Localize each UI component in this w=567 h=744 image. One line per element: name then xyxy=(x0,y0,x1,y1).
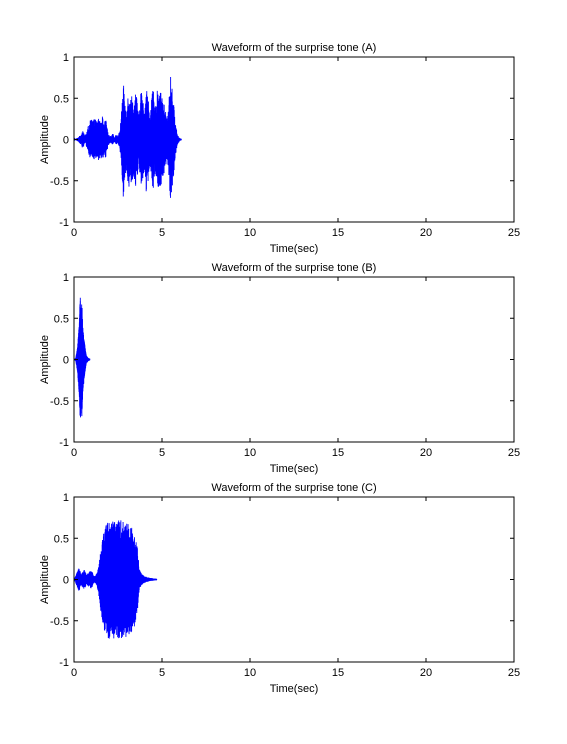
y-tick-label: -1 xyxy=(59,437,69,449)
y-tick-label: -0.5 xyxy=(50,616,69,628)
y-tick-label: 0.5 xyxy=(54,313,69,325)
y-tick-label: 0 xyxy=(63,135,69,147)
subplot-title: Waveform of the surprise tone (A) xyxy=(212,42,377,54)
x-tick-label: 5 xyxy=(159,227,165,239)
waveform-line xyxy=(73,520,158,639)
subplot-a: Waveform of the surprise tone (A) Amplit… xyxy=(39,42,520,255)
y-tick-label: -0.5 xyxy=(50,176,69,188)
subplot-b: Waveform of the surprise tone (B) Amplit… xyxy=(39,262,520,475)
y-tick-label: 1 xyxy=(63,492,69,504)
y-axis-label: Amplitude xyxy=(39,555,51,604)
x-tick-label: 0 xyxy=(71,227,77,239)
x-tick-label: 20 xyxy=(420,227,432,239)
x-tick-label: 10 xyxy=(244,667,256,679)
y-tick-label: 0.5 xyxy=(54,93,69,105)
waveform-line xyxy=(73,297,91,418)
y-tick-label: 0.5 xyxy=(54,533,69,545)
x-tick-label: 15 xyxy=(332,447,344,459)
x-axis-label: Time(sec) xyxy=(270,683,318,695)
y-tick-label: -1 xyxy=(59,217,69,229)
x-tick-label: 25 xyxy=(508,447,520,459)
y-tick-label: 0 xyxy=(63,575,69,587)
y-tick-label: -1 xyxy=(59,657,69,669)
y-tick-label: 1 xyxy=(63,52,69,64)
x-tick-label: 5 xyxy=(159,447,165,459)
waveform-line xyxy=(73,76,182,198)
x-tick-label: 15 xyxy=(332,227,344,239)
x-axis-label: Time(sec) xyxy=(270,243,318,255)
x-tick-label: 0 xyxy=(71,447,77,459)
y-tick-label: 0 xyxy=(63,355,69,367)
x-axis-label: Time(sec) xyxy=(270,463,318,475)
subplot-title: Waveform of the surprise tone (C) xyxy=(211,482,376,494)
x-tick-label: 25 xyxy=(508,667,520,679)
y-axis-label: Amplitude xyxy=(39,335,51,384)
x-tick-label: 10 xyxy=(244,227,256,239)
x-tick-label: 20 xyxy=(420,447,432,459)
subplot-c: Waveform of the surprise tone (C) Amplit… xyxy=(39,482,520,695)
y-axis-label: Amplitude xyxy=(39,115,51,164)
x-tick-label: 15 xyxy=(332,667,344,679)
subplot-title: Waveform of the surprise tone (B) xyxy=(212,262,377,274)
x-tick-label: 25 xyxy=(508,227,520,239)
x-tick-label: 10 xyxy=(244,447,256,459)
x-tick-label: 20 xyxy=(420,667,432,679)
y-tick-label: 1 xyxy=(63,272,69,284)
x-tick-label: 5 xyxy=(159,667,165,679)
x-tick-label: 0 xyxy=(71,667,77,679)
y-tick-label: -0.5 xyxy=(50,396,69,408)
